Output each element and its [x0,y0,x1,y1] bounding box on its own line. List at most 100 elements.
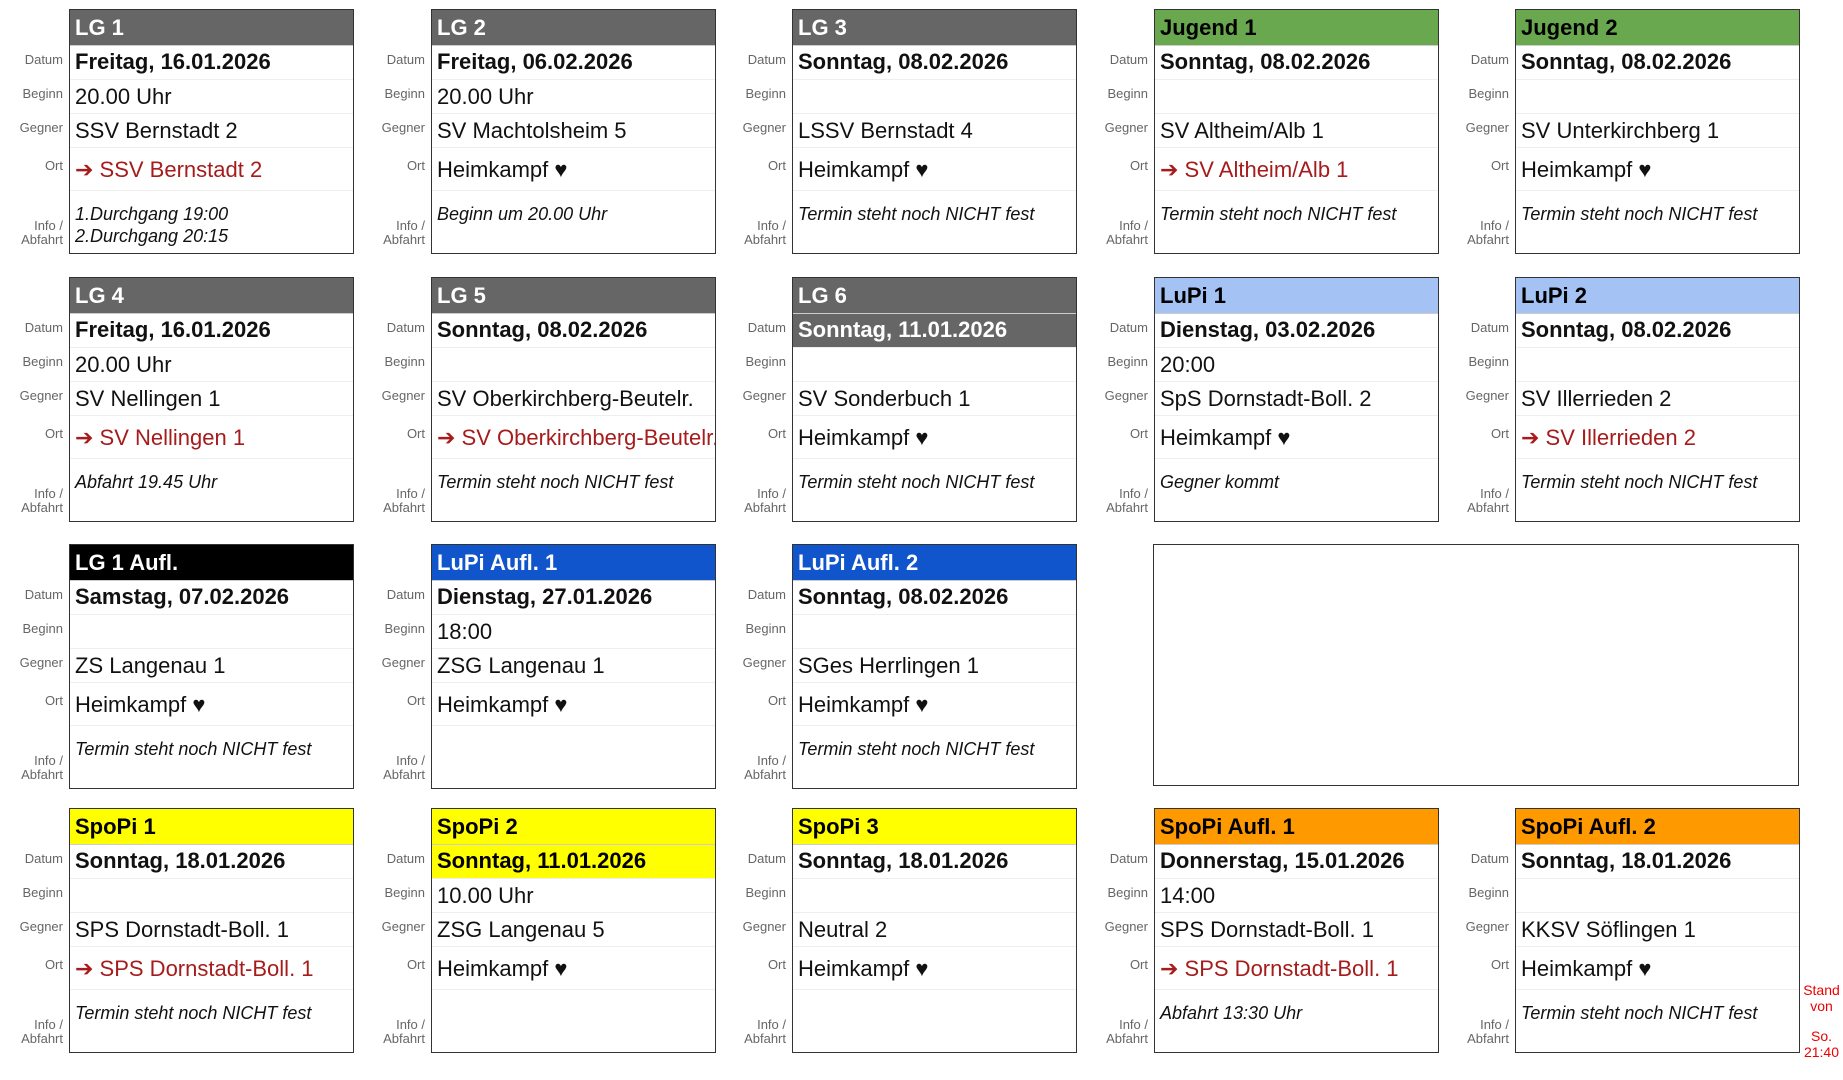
field-label: Datum [1109,851,1148,866]
team-card: LuPi 1 Dienstag, 03.02.2026 20:00 SpS Do… [1154,277,1439,522]
team-title: LuPi Aufl. 1 [432,545,715,581]
team-title: LG 3 [793,10,1076,46]
location-value: ➔ SV Oberkirchberg-Beutelr. [432,416,715,459]
field-label: Abfahrt [1467,1031,1509,1046]
field-label: Abfahrt [1467,500,1509,515]
field-label: Abfahrt [1467,232,1509,247]
field-label: Datum [1109,320,1148,335]
field-label: Beginn [384,354,425,369]
field-label: Beginn [745,354,786,369]
field-label: Datum [386,851,425,866]
field-label: Datum [747,587,786,602]
info-value: Gegner kommt [1155,459,1438,521]
field-label: Ort [1129,957,1148,972]
info-line: Termin steht noch NICHT fest [75,1003,312,1023]
field-label: Beginn [384,86,425,101]
team-title: SpoPi 2 [432,809,715,845]
field-label: Gegner [1465,388,1509,403]
field-label: Info / [757,753,786,768]
date-value: Sonntag, 08.02.2026 [432,314,715,348]
field-label: Abfahrt [744,1031,786,1046]
field-label: Ort [767,693,786,708]
opponent-value: SV Illerrieden 2 [1516,382,1799,416]
date-value: Sonntag, 18.01.2026 [793,845,1076,879]
team-title: SpoPi 1 [70,809,353,845]
field-label: Info / [757,1017,786,1032]
date-value: Freitag, 06.02.2026 [432,46,715,80]
field-label: Gegner [19,388,63,403]
field-label: Abfahrt [383,500,425,515]
team-card: LuPi 2 Sonntag, 08.02.2026 SV Illerriede… [1515,277,1800,522]
location-value: Heimkampf ♥ [1155,416,1438,459]
field-label: Datum [24,320,63,335]
start-time-value [793,348,1076,382]
date-value: Sonntag, 18.01.2026 [1516,845,1799,879]
date-value: Sonntag, 18.01.2026 [70,845,353,879]
field-label: Gegner [1104,919,1148,934]
field-label: Info / [1480,218,1509,233]
field-label: Ort [406,957,425,972]
start-time-value: 20.00 Uhr [70,348,353,382]
field-label: Datum [747,52,786,67]
team-title: LG 1 [70,10,353,46]
date-value: Sonntag, 08.02.2026 [1155,46,1438,80]
info-value: Termin steht noch NICHT fest [1155,191,1438,253]
field-label: Gegner [19,919,63,934]
team-title: LuPi 1 [1155,278,1438,314]
field-label: Datum [386,320,425,335]
info-value: Termin steht noch NICHT fest [1516,191,1799,253]
field-label: Gegner [1104,388,1148,403]
field-label: Ort [44,957,63,972]
field-label: Info / [396,1017,425,1032]
field-label: Gegner [742,655,786,670]
start-time-value [1155,80,1438,114]
info-line: Termin steht noch NICHT fest [437,472,674,492]
field-label: Beginn [745,621,786,636]
field-label: Info / [1119,218,1148,233]
team-card: SpoPi Aufl. 2 Sonntag, 18.01.2026 KKSV S… [1515,808,1800,1053]
field-label: Datum [386,587,425,602]
location-value: ➔ SPS Dornstadt-Boll. 1 [1155,947,1438,990]
opponent-value: SSV Bernstadt 2 [70,114,353,148]
location-value: Heimkampf ♥ [1516,947,1799,990]
info-value: Abfahrt 13:30 Uhr [1155,990,1438,1052]
opponent-value: ZSG Langenau 5 [432,913,715,947]
info-line: Termin steht noch NICHT fest [798,204,1035,224]
start-time-value [793,80,1076,114]
field-label: Ort [767,158,786,173]
field-label: Abfahrt [383,1031,425,1046]
info-line: Termin steht noch NICHT fest [1160,204,1397,224]
info-value [432,726,715,788]
info-line: Abfahrt 19.45 Uhr [75,472,218,492]
team-card: LG 6 Sonntag, 11.01.2026 SV Sonderbuch 1… [792,277,1077,522]
info-value: Abfahrt 19.45 Uhr [70,459,353,521]
field-label: Beginn [22,885,63,900]
start-time-value: 18:00 [432,615,715,649]
start-time-value [70,615,353,649]
team-card: LuPi Aufl. 1 Dienstag, 27.01.2026 18:00 … [431,544,716,789]
field-label: Abfahrt [1106,1031,1148,1046]
info-value: Termin steht noch NICHT fest [1516,459,1799,521]
field-label: Beginn [22,86,63,101]
field-label: Gegner [381,919,425,934]
field-label: Gegner [19,120,63,135]
field-label: Gegner [1104,120,1148,135]
field-label: Datum [24,851,63,866]
opponent-value: KKSV Söflingen 1 [1516,913,1799,947]
location-value: Heimkampf ♥ [432,148,715,191]
date-value: Freitag, 16.01.2026 [70,314,353,348]
team-title: Jugend 2 [1516,10,1799,46]
info-line: Termin steht noch NICHT fest [1521,204,1758,224]
info-line: Termin steht noch NICHT fest [1521,472,1758,492]
field-label: Ort [44,693,63,708]
field-label: Gegner [1465,120,1509,135]
location-value: ➔ SPS Dornstadt-Boll. 1 [70,947,353,990]
opponent-value: SPS Dornstadt-Boll. 1 [1155,913,1438,947]
field-label: Info / [34,486,63,501]
team-title: LuPi 2 [1516,278,1799,314]
start-time-value [432,348,715,382]
field-label: Ort [406,693,425,708]
team-card: LuPi Aufl. 2 Sonntag, 08.02.2026 SGes He… [792,544,1077,789]
opponent-value: ZS Langenau 1 [70,649,353,683]
field-label: Beginn [384,885,425,900]
